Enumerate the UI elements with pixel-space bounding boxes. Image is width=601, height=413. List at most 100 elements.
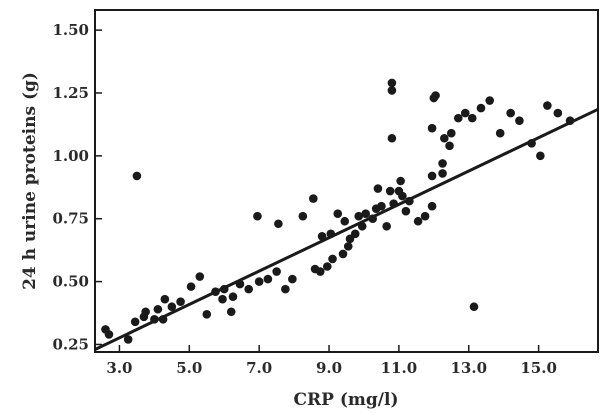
data-point xyxy=(195,272,205,281)
data-point xyxy=(373,184,383,193)
data-point xyxy=(420,211,430,221)
data-point xyxy=(309,194,318,203)
data-point xyxy=(506,108,515,118)
data-point xyxy=(186,282,196,291)
data-point xyxy=(396,176,405,186)
data-point xyxy=(228,292,238,301)
data-point xyxy=(343,242,353,251)
data-point xyxy=(132,171,142,181)
x-tick-label: 13.0 xyxy=(450,359,487,377)
data-point xyxy=(272,267,281,276)
data-point xyxy=(211,287,220,296)
data-point xyxy=(176,297,185,307)
data-point xyxy=(438,169,447,178)
data-point xyxy=(405,196,414,206)
data-point xyxy=(485,96,495,105)
y-tick-label: 1.50 xyxy=(52,21,89,39)
data-point xyxy=(427,171,437,181)
data-point xyxy=(281,284,290,294)
plot-frame xyxy=(94,9,599,353)
y-axis-ticks: 0.25 0.50 0.75 1.00 1.25 1.50 xyxy=(52,21,102,353)
data-point xyxy=(553,108,563,118)
data-point xyxy=(543,101,552,110)
x-tick-label: 7.0 xyxy=(246,359,272,377)
data-point xyxy=(467,113,477,123)
data-point xyxy=(446,128,456,138)
y-axis-title: 24 h urine proteins (g) xyxy=(20,72,40,290)
x-tick-label: 15.0 xyxy=(520,359,557,377)
data-point xyxy=(377,201,386,211)
data-point xyxy=(322,262,332,271)
data-point xyxy=(153,304,163,314)
data-point xyxy=(158,315,168,324)
x-tick-label: 11.0 xyxy=(381,359,418,377)
data-point xyxy=(565,116,575,125)
trendline xyxy=(94,107,599,351)
data-point xyxy=(202,309,212,319)
data-point xyxy=(354,211,364,221)
data-point xyxy=(167,302,177,312)
data-point xyxy=(469,302,479,312)
y-tick-label: 0.25 xyxy=(52,335,89,353)
data-point xyxy=(368,214,377,224)
data-point xyxy=(427,123,437,133)
data-point xyxy=(104,330,114,339)
data-point xyxy=(536,151,545,161)
data-point xyxy=(316,267,325,276)
data-point xyxy=(387,78,397,88)
data-point xyxy=(160,294,170,304)
data-point xyxy=(389,199,398,208)
data-point xyxy=(438,159,447,168)
y-tick-label: 0.50 xyxy=(52,273,89,291)
y-tick-label: 1.00 xyxy=(52,147,89,165)
data-point xyxy=(254,277,264,286)
data-points xyxy=(101,78,575,344)
data-point xyxy=(387,133,397,143)
data-point xyxy=(253,211,262,221)
x-tick-label: 5.0 xyxy=(176,359,202,377)
data-point xyxy=(398,191,407,201)
data-point xyxy=(431,91,440,100)
data-point xyxy=(460,108,470,118)
x-tick-label: 9.0 xyxy=(316,359,342,377)
data-point xyxy=(527,138,536,148)
data-point xyxy=(328,254,337,264)
data-point xyxy=(340,216,350,226)
data-point xyxy=(288,274,297,284)
data-point xyxy=(226,307,236,317)
data-point xyxy=(235,279,245,289)
data-point xyxy=(453,113,463,123)
data-point xyxy=(317,232,327,241)
x-tick-label: 3.0 xyxy=(106,359,132,377)
data-point xyxy=(123,335,133,344)
data-point xyxy=(413,216,423,226)
data-point xyxy=(361,209,371,218)
trendline-group xyxy=(94,107,599,351)
data-point xyxy=(274,219,283,229)
data-point xyxy=(382,221,391,231)
data-point xyxy=(298,211,308,221)
y-tick-label: 1.25 xyxy=(52,84,89,102)
data-point xyxy=(333,209,343,218)
data-point xyxy=(141,307,150,317)
data-point xyxy=(150,315,159,324)
plot-area xyxy=(94,9,599,353)
data-point xyxy=(263,274,273,284)
data-point xyxy=(515,116,524,125)
data-point xyxy=(495,128,505,138)
data-point xyxy=(385,186,395,196)
data-point xyxy=(476,103,486,113)
data-point xyxy=(401,206,411,216)
data-point xyxy=(357,221,367,231)
y-tick-label: 0.75 xyxy=(52,210,89,228)
data-point xyxy=(445,141,454,151)
data-point xyxy=(130,317,140,327)
data-point xyxy=(427,201,437,211)
data-point xyxy=(350,229,360,239)
data-point xyxy=(219,284,229,294)
x-axis-title: CRP (mg/l) xyxy=(294,390,399,410)
data-point xyxy=(244,284,253,294)
data-point xyxy=(440,133,449,143)
data-point xyxy=(326,229,336,239)
